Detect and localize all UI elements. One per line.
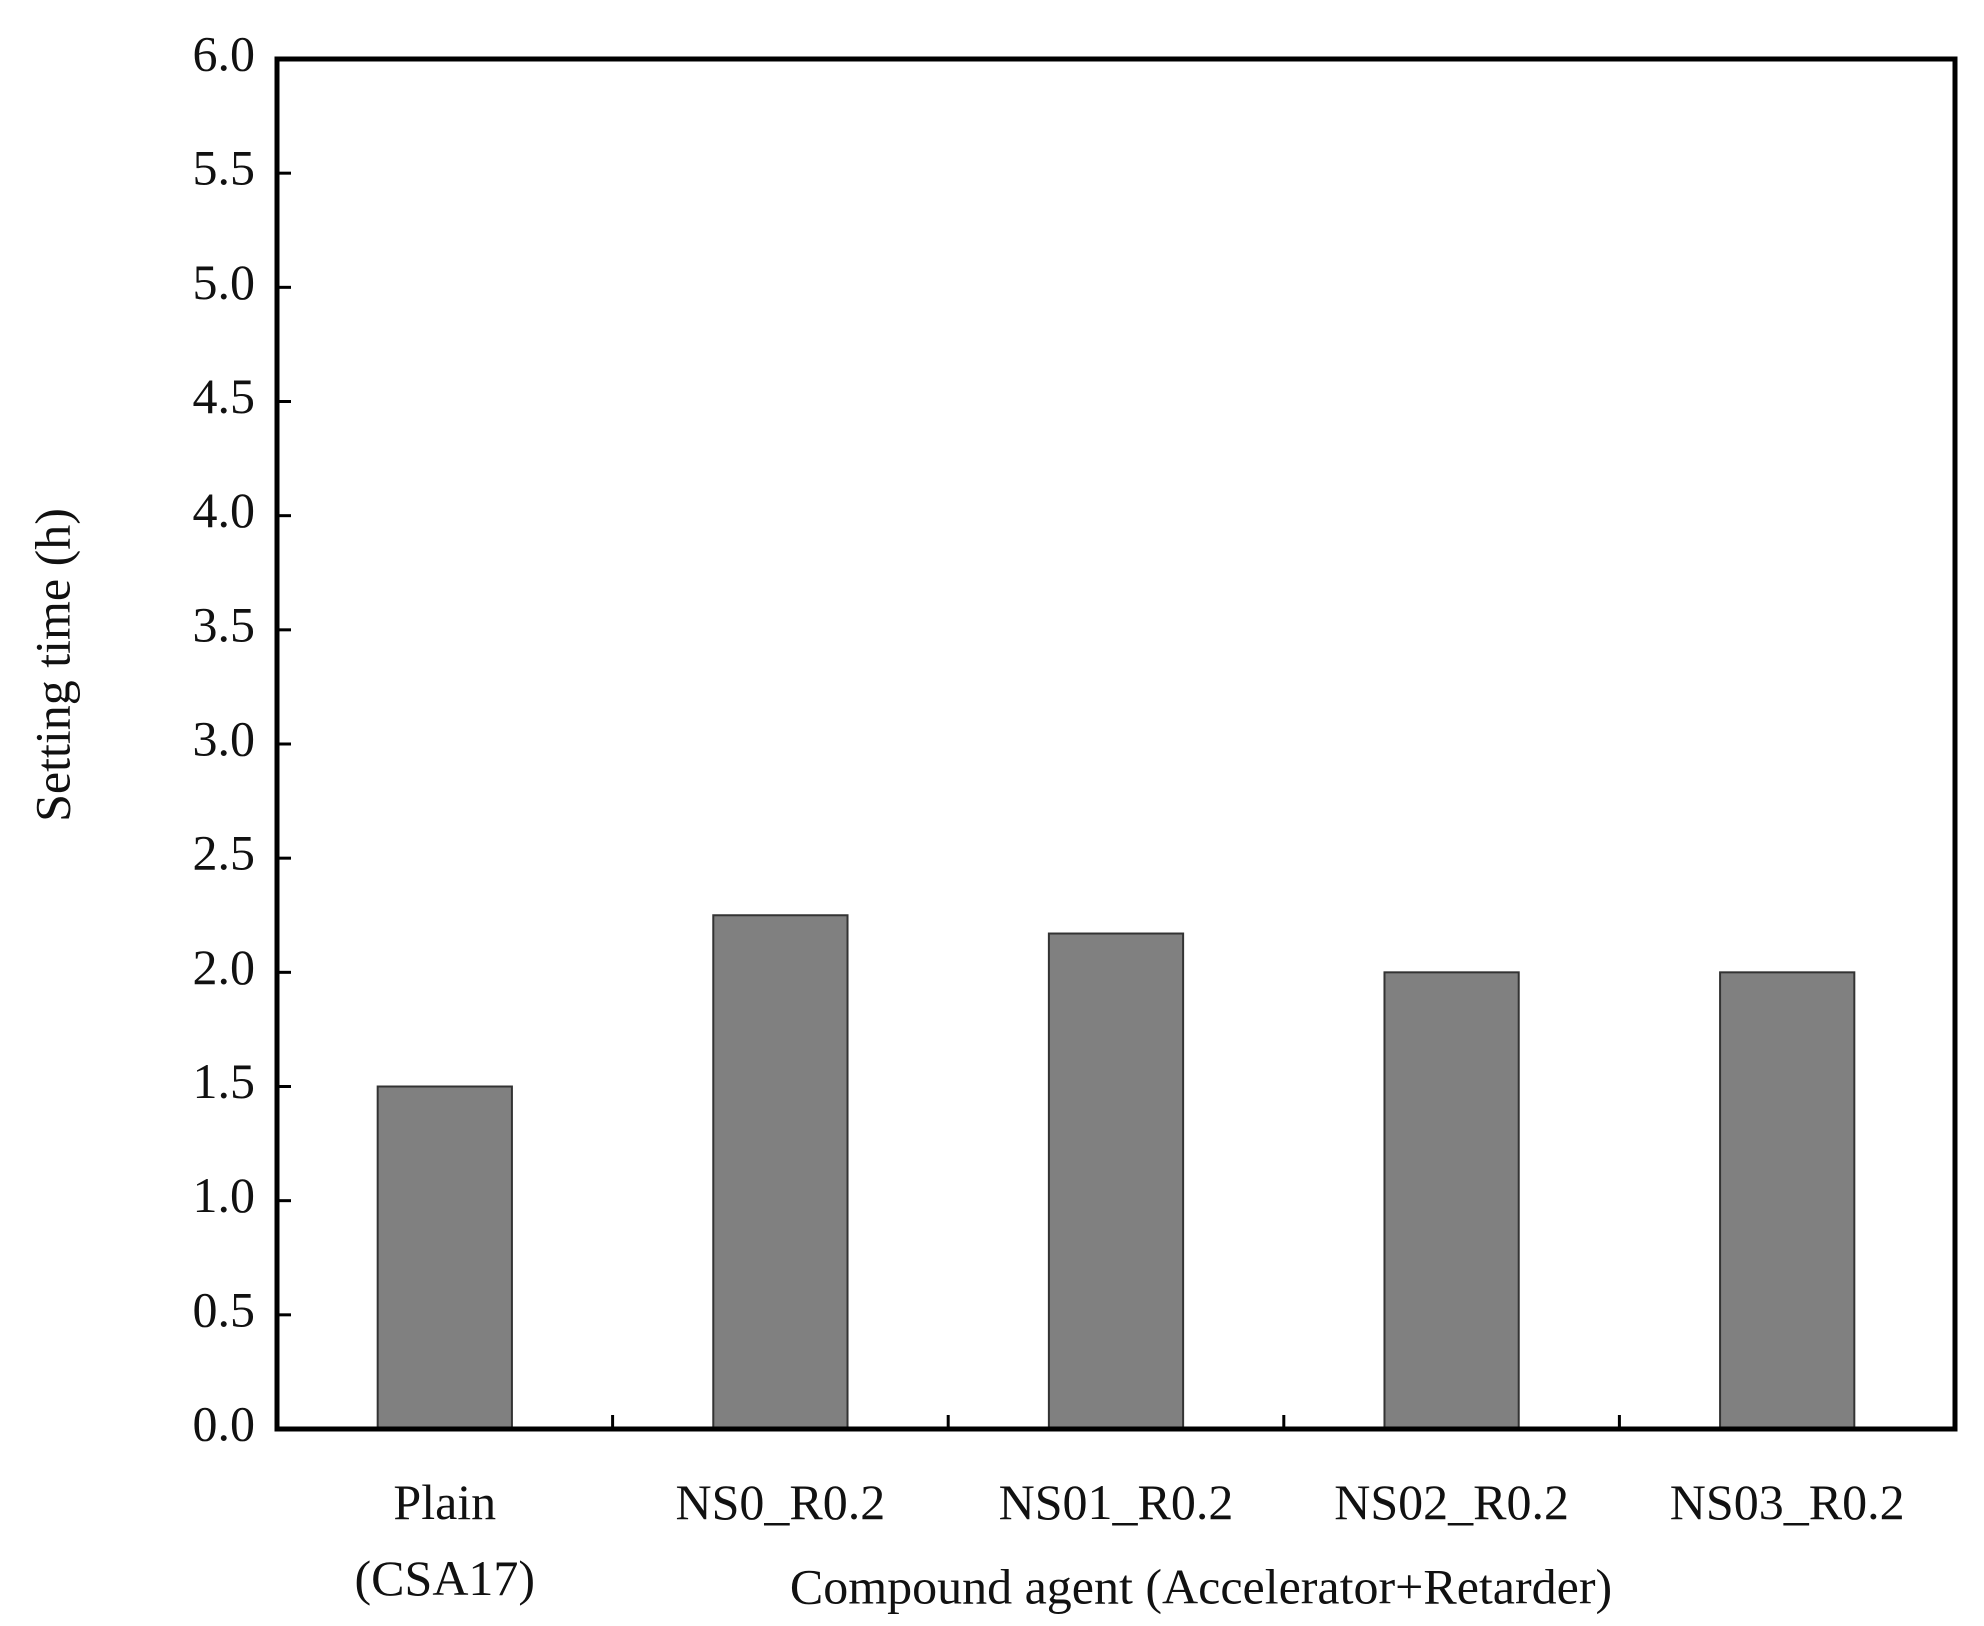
x-tick-label: Plain (CSA17) bbox=[354, 1474, 536, 1606]
x-tick-label: NS02_R0.2 bbox=[1334, 1474, 1569, 1530]
bar bbox=[712, 914, 849, 1430]
y-tick-label: 0.5 bbox=[193, 1281, 256, 1337]
x-axis-title: Compound agent (Accelerator+Retarder) bbox=[790, 1558, 1612, 1614]
y-tick-label: 3.0 bbox=[193, 710, 256, 766]
y-tick-label: 4.5 bbox=[193, 368, 256, 424]
y-axis-title: Setting time (h) bbox=[24, 508, 80, 822]
y-tick-label: 2.5 bbox=[193, 825, 256, 881]
bar bbox=[376, 1085, 513, 1430]
bar bbox=[1047, 932, 1185, 1430]
bar bbox=[1383, 971, 1520, 1430]
y-tick-label: 3.5 bbox=[193, 596, 256, 652]
x-tick-label: NS01_R0.2 bbox=[998, 1474, 1234, 1530]
y-tick-label: 2.0 bbox=[193, 939, 256, 995]
y-tick-label: 4.0 bbox=[193, 482, 256, 538]
y-tick-label: 1.5 bbox=[193, 1053, 256, 1109]
y-tick-label: 1.0 bbox=[193, 1167, 256, 1223]
y-tick-label: 5.0 bbox=[193, 254, 256, 310]
y-tick-label: 0.0 bbox=[193, 1395, 256, 1451]
y-tick-label: 5.5 bbox=[193, 140, 256, 196]
bar bbox=[1719, 971, 1856, 1430]
x-tick-label: NS03_R0.2 bbox=[1669, 1474, 1905, 1530]
x-tick-label: NS0_R0.2 bbox=[675, 1474, 886, 1530]
y-tick-label: 6.0 bbox=[193, 25, 256, 81]
plot-frame bbox=[274, 56, 1958, 1432]
